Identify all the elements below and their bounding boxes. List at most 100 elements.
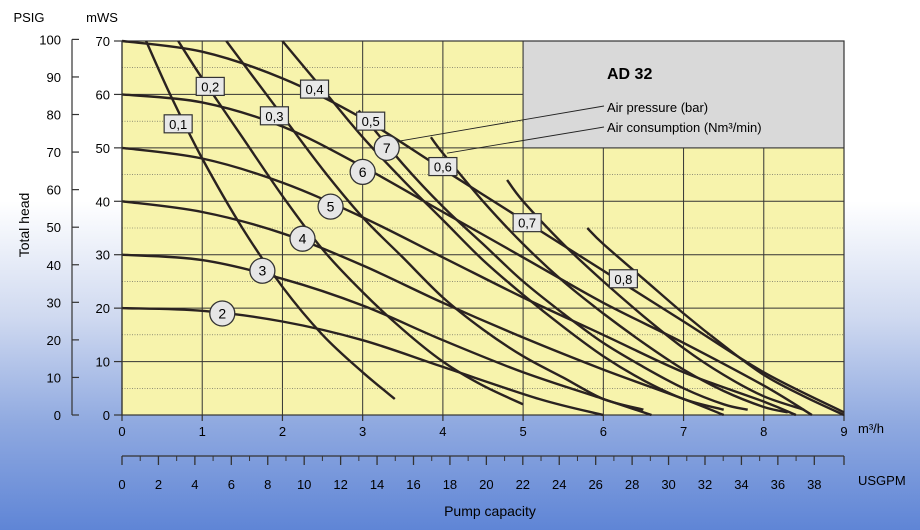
usgpm-tick-label: 12	[333, 477, 347, 492]
consumption-label: 0,3	[265, 109, 283, 124]
usgpm-tick-label: 0	[118, 477, 125, 492]
legend-box	[522, 40, 845, 149]
consumption-label-box	[195, 76, 225, 97]
mws-tick-label: 60	[96, 87, 110, 102]
air-pressure-curve	[121, 93, 813, 417]
air-consumption-curve	[506, 179, 805, 411]
mws-unit-label: mWS	[86, 10, 118, 25]
consumption-label: 0,8	[614, 272, 632, 287]
consumption-label: 0,4	[305, 82, 323, 97]
mws-tick-label: 30	[96, 248, 110, 263]
usgpm-tick-label: 2	[155, 477, 162, 492]
usgpm-tick-label: 38	[807, 477, 821, 492]
usgpm-tick-label: 14	[370, 477, 384, 492]
x-tick-label: 9	[840, 424, 847, 439]
air-pressure-curve	[121, 146, 797, 417]
consumption-label: 0,7	[518, 216, 536, 231]
consumption-label-box	[299, 79, 330, 99]
usgpm-tick-label: 26	[588, 477, 602, 492]
psig-tick-label: 30	[47, 295, 61, 310]
usgpm-tick-label: 28	[625, 477, 639, 492]
usgpm-tick-label: 34	[734, 477, 748, 492]
mws-tick-label: 20	[96, 301, 110, 316]
psig-unit-label: PSIG	[13, 10, 44, 25]
psig-tick-label: 20	[47, 333, 61, 348]
x-tick-label: 6	[600, 424, 607, 439]
x-tick-label: 5	[519, 424, 526, 439]
x-tick-label: 1	[199, 424, 206, 439]
mws-tick-label: 0	[103, 408, 110, 423]
psig-tick-label: 10	[47, 370, 61, 385]
x-unit-usgpm: USGPM	[858, 473, 906, 488]
mws-tick-label: 70	[96, 34, 110, 49]
x-tick-label: 2	[279, 424, 286, 439]
air-pressure-curve	[121, 253, 652, 417]
mws-tick-label: 40	[96, 194, 110, 209]
air-pressure-curve	[121, 306, 604, 417]
usgpm-tick-label: 36	[771, 477, 785, 492]
usgpm-tick-label: 32	[698, 477, 712, 492]
usgpm-tick-label: 10	[297, 477, 311, 492]
usgpm-tick-label: 20	[479, 477, 493, 492]
legend-air-pressure: Air pressure (bar)	[607, 100, 708, 115]
psig-tick-label: 90	[47, 70, 61, 85]
consumption-label-box	[356, 111, 386, 131]
x-tick-label: 8	[760, 424, 767, 439]
consumption-label: 0,6	[434, 160, 452, 175]
usgpm-tick-label: 6	[228, 477, 235, 492]
air-consumption-curve	[145, 40, 396, 400]
pressure-label-circle	[317, 193, 344, 220]
pressure-label-circle	[373, 134, 400, 162]
consumption-label-box	[608, 269, 638, 289]
psig-tick-label: 100	[39, 32, 61, 47]
pressure-label-circle	[209, 300, 236, 327]
psig-tick-label: 0	[54, 408, 61, 423]
usgpm-tick-label: 8	[264, 477, 271, 492]
consumption-label-box	[428, 156, 458, 177]
usgpm-tick-label: 24	[552, 477, 566, 492]
usgpm-tick-label: 4	[191, 477, 198, 492]
x-unit-m3h: m³/h	[858, 421, 884, 436]
air-consumption-curve	[357, 109, 748, 411]
usgpm-tick-label: 18	[443, 477, 457, 492]
consumption-label-box	[163, 114, 193, 134]
pressure-label: 3	[258, 263, 266, 279]
chart-title: AD 32	[607, 66, 652, 83]
air-consumption-curve	[281, 40, 725, 411]
mws-tick-label: 10	[96, 355, 110, 370]
pressure-label: 2	[218, 305, 226, 321]
consumption-label-box	[259, 106, 290, 126]
consumption-label: 0,5	[362, 114, 380, 129]
y-axis-title: Total head	[16, 193, 32, 258]
air-pressure-curve	[121, 39, 845, 414]
legend-pointer-consumption	[446, 126, 605, 154]
air-consumption-curve	[586, 227, 845, 417]
x-tick-label: 7	[680, 424, 687, 439]
air-pressure-curve	[121, 200, 725, 417]
pressure-label: 5	[327, 199, 335, 215]
x-tick-label: 4	[439, 424, 446, 439]
consumption-label: 0,2	[201, 79, 219, 94]
pressure-label: 7	[383, 140, 391, 156]
psig-tick-label: 50	[47, 220, 61, 235]
consumption-label-box	[512, 213, 542, 233]
legend-air-consumption: Air consumption (Nm³/min)	[607, 120, 762, 135]
usgpm-tick-label: 30	[661, 477, 675, 492]
pressure-label-circle	[289, 225, 316, 252]
x-axis-title: Pump capacity	[444, 503, 536, 519]
psig-tick-label: 40	[47, 258, 61, 273]
x-tick-label: 3	[359, 424, 366, 439]
psig-tick-label: 60	[47, 183, 61, 198]
psig-tick-label: 70	[47, 145, 61, 160]
x-tick-label: 0	[118, 424, 125, 439]
legend-pointer-pressure	[390, 105, 605, 143]
psig-tick-label: 80	[47, 108, 61, 123]
usgpm-tick-label: 16	[406, 477, 420, 492]
pressure-label-circle	[249, 257, 276, 284]
mws-tick-label: 50	[96, 141, 110, 156]
pressure-label: 6	[359, 164, 367, 180]
pressure-label-circle	[349, 158, 376, 186]
consumption-label: 0,1	[169, 117, 187, 132]
usgpm-tick-label: 22	[516, 477, 530, 492]
